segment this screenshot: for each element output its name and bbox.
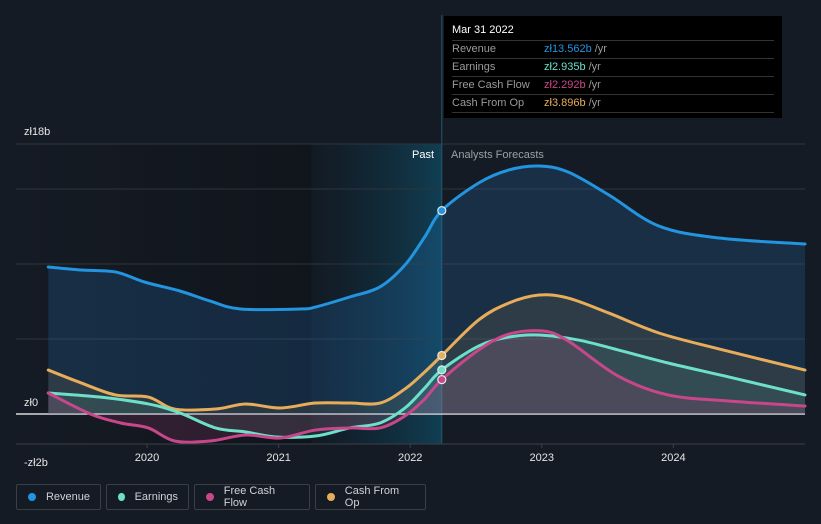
x-tick-label: 2020 bbox=[135, 452, 159, 464]
free-cash-flow-area bbox=[48, 330, 806, 443]
cash-from-op-line bbox=[46, 293, 807, 412]
legend-item-earnings[interactable]: Earnings bbox=[106, 484, 189, 510]
legend-item-cash-from-op[interactable]: Cash From Op bbox=[315, 484, 426, 510]
tooltip-row-free-cash-flow: Free Cash Flow zł2.292b /yr bbox=[452, 77, 774, 95]
earnings-dot-icon bbox=[118, 493, 125, 501]
tooltip-label: Earnings bbox=[452, 61, 496, 73]
earnings-highlight-dot[interactable] bbox=[437, 365, 447, 375]
free-cash-flow-highlight-dot[interactable] bbox=[437, 375, 447, 385]
cash-from-op-highlight-dot[interactable] bbox=[437, 350, 447, 361]
free-cash-flow-line bbox=[46, 329, 807, 444]
revenue-area bbox=[48, 165, 806, 414]
x-tick-label: 2024 bbox=[661, 452, 685, 464]
legend-item-revenue[interactable]: Revenue bbox=[16, 484, 101, 510]
legend: Revenue Earnings Free Cash Flow Cash Fro… bbox=[16, 484, 426, 510]
tooltip-value: zł13.562b bbox=[544, 43, 592, 55]
tooltip: Mar 31 2022 Revenue zł13.562b /yr Earnin… bbox=[444, 16, 782, 118]
tooltip-value: zł2.292b bbox=[544, 79, 586, 91]
earnings-line bbox=[46, 333, 807, 439]
revenue-dot-icon bbox=[28, 493, 36, 501]
tooltip-date: Mar 31 2022 bbox=[452, 23, 774, 41]
x-tick-label: 2022 bbox=[398, 452, 422, 464]
legend-label: Earnings bbox=[134, 491, 178, 503]
tooltip-value: zł3.896b bbox=[544, 97, 586, 109]
forecast-label: Analysts Forecasts bbox=[451, 149, 544, 161]
legend-label: Free Cash Flow bbox=[223, 485, 276, 509]
tooltip-label: Revenue bbox=[452, 43, 497, 55]
x-tick-label: 2023 bbox=[530, 452, 554, 464]
tooltip-row-revenue: Revenue zł13.562b /yr bbox=[452, 41, 774, 59]
tooltip-unit: /yr bbox=[594, 43, 607, 55]
tooltip-unit: /yr bbox=[588, 97, 601, 109]
tooltip-row-cash-from-op: Cash From Op zł3.896b /yr bbox=[452, 95, 774, 113]
cash-from-op-area bbox=[48, 294, 806, 414]
cash-from-op-dot-icon bbox=[327, 493, 335, 501]
y-tick-label: zł18b bbox=[24, 126, 50, 138]
y-tick-label: -zł2b bbox=[24, 457, 48, 469]
revenue-line bbox=[46, 164, 807, 312]
free-cash-flow-dot-icon bbox=[206, 493, 214, 501]
y-tick-label: zł0 bbox=[24, 397, 38, 409]
legend-label: Cash From Op bbox=[344, 485, 400, 509]
revenue-highlight-dot[interactable] bbox=[437, 206, 447, 216]
legend-item-free-cash-flow[interactable]: Free Cash Flow bbox=[194, 484, 310, 510]
tooltip-value: zł2.935b bbox=[544, 61, 586, 73]
tooltip-unit: /yr bbox=[588, 61, 601, 73]
tooltip-unit: /yr bbox=[588, 79, 601, 91]
tooltip-row-earnings: Earnings zł2.935b /yr bbox=[452, 59, 774, 77]
past-label: Past bbox=[412, 149, 435, 161]
legend-label: Revenue bbox=[45, 491, 90, 503]
x-tick-label: 2021 bbox=[266, 452, 290, 464]
tooltip-label: Free Cash Flow bbox=[452, 79, 530, 91]
tooltip-label: Cash From Op bbox=[452, 97, 525, 109]
